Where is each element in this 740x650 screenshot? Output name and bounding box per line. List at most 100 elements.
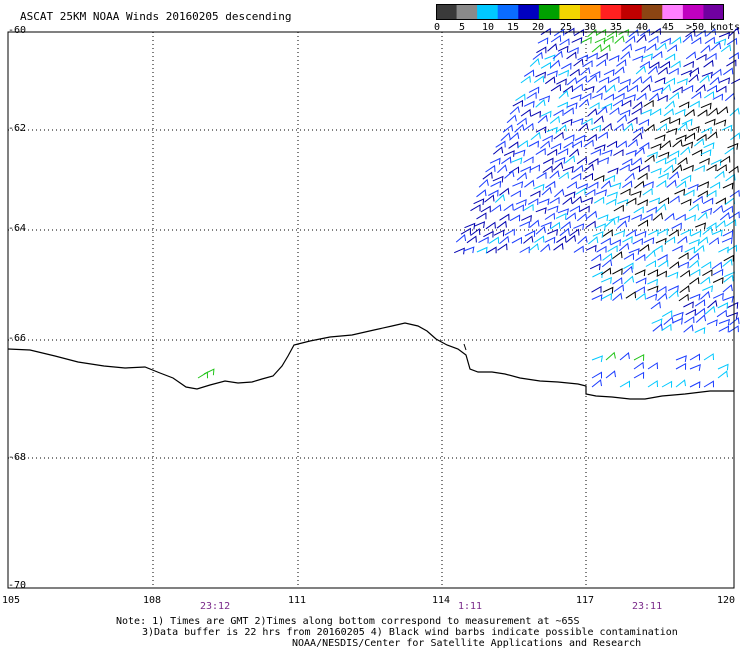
wind-barb	[688, 126, 700, 133]
wind-barb	[696, 53, 707, 61]
wind-barb	[571, 36, 583, 44]
wind-barb	[631, 107, 642, 115]
wind-barb	[540, 61, 551, 69]
wind-barb	[671, 317, 683, 325]
wind-barb	[678, 252, 689, 260]
wind-barb	[540, 243, 551, 253]
wind-barb	[627, 84, 639, 92]
wind-barb	[624, 172, 635, 182]
wind-barb	[706, 84, 717, 92]
lon-label-114: 114	[432, 595, 451, 606]
wind-barb	[648, 35, 659, 43]
legend-color-bar	[436, 4, 724, 20]
wind-barb	[514, 149, 526, 157]
wind-barb	[683, 301, 694, 309]
wind-barb	[658, 197, 670, 205]
wind-barb	[707, 299, 718, 309]
wind-barb	[569, 205, 581, 213]
wind-barb	[622, 236, 633, 243]
wind-barb	[668, 150, 680, 158]
wind-barb	[591, 44, 602, 53]
wind-barb	[688, 238, 700, 246]
wind-barb	[601, 102, 613, 110]
wind-barb	[731, 78, 740, 85]
wind-barb	[647, 65, 658, 75]
wind-barb	[550, 221, 561, 230]
wind-barb	[656, 42, 667, 51]
wind-barb	[514, 123, 525, 133]
wind-barb	[598, 156, 609, 164]
wind-barb	[639, 243, 650, 252]
wind-barb	[698, 181, 709, 188]
wind-barb	[564, 155, 576, 164]
wind-barb	[473, 198, 485, 206]
wind-barb	[499, 187, 510, 196]
lon-label-120: 120	[717, 595, 736, 606]
wind-barb	[582, 117, 593, 125]
wind-barb	[552, 50, 563, 59]
wind-barb	[666, 127, 678, 135]
wind-barb	[639, 164, 650, 172]
wind-barb	[695, 307, 706, 316]
wind-barb	[618, 242, 630, 252]
legend-swatch	[497, 4, 519, 20]
wind-barb	[496, 220, 507, 229]
wind-barb	[503, 203, 514, 212]
legend-label-0: 0	[434, 22, 441, 33]
wind-barb	[485, 221, 496, 230]
wind-barb	[675, 213, 686, 221]
wind-barb	[659, 60, 671, 69]
wind-barb	[717, 302, 729, 310]
wind-barb	[603, 93, 614, 101]
legend-swatch	[641, 4, 663, 20]
wind-barb	[609, 76, 620, 83]
wind-barb	[585, 220, 596, 229]
pass-time-3: 23:11	[632, 601, 663, 612]
wind-barb	[723, 67, 734, 76]
wind-barb	[655, 237, 667, 245]
wind-barb	[582, 60, 593, 68]
wind-barb	[587, 52, 598, 60]
wind-barb	[617, 198, 629, 206]
wind-barb	[695, 222, 707, 230]
wind-barb	[482, 171, 493, 180]
wind-barb	[474, 221, 486, 228]
wind-barb	[556, 124, 567, 133]
wind-barb	[508, 166, 520, 174]
wind-barb	[667, 285, 679, 293]
wind-barb	[671, 222, 682, 230]
wind-barb	[660, 37, 671, 45]
wind-barb	[601, 258, 613, 268]
wind-barb	[691, 149, 703, 157]
wind-barb	[621, 99, 632, 107]
wind-barb	[703, 380, 714, 388]
wind-barb	[619, 380, 630, 388]
wind-barb	[689, 259, 700, 269]
wind-barb	[668, 67, 679, 75]
wind-barb	[637, 199, 648, 207]
wind-barb	[694, 244, 705, 254]
wind-barb	[683, 60, 694, 68]
wind-barb	[623, 122, 634, 132]
legend-swatch	[682, 4, 704, 20]
wind-barb	[540, 27, 551, 36]
wind-barb	[619, 164, 630, 171]
wind-barb	[581, 92, 592, 100]
wind-barb	[712, 204, 724, 214]
wind-barb	[561, 62, 572, 70]
wind-barb	[721, 236, 733, 244]
wind-barb	[647, 285, 659, 293]
wind-barb	[573, 223, 585, 231]
wind-barb	[591, 92, 603, 100]
wind-barb	[680, 146, 691, 156]
wind-barb	[717, 106, 729, 115]
wind-barb	[684, 316, 695, 324]
wind-barb	[569, 228, 580, 237]
wind-barb	[550, 34, 562, 43]
wind-barb	[642, 181, 654, 188]
wind-barb	[678, 261, 689, 269]
wind-barb	[717, 370, 728, 379]
wind-barb	[629, 165, 641, 173]
wind-barb	[648, 92, 660, 102]
wind-barb	[680, 69, 692, 77]
